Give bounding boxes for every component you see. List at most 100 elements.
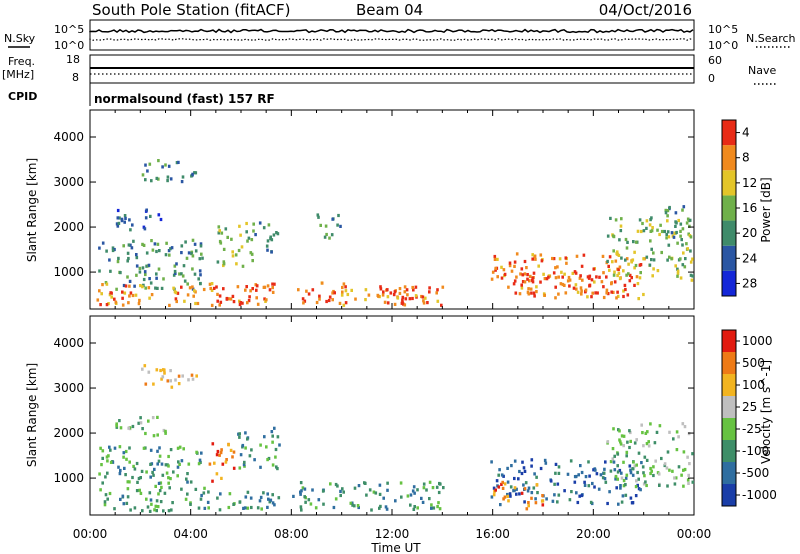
echo-cell	[552, 271, 556, 275]
echo-cell	[613, 468, 617, 472]
echo-cell	[622, 484, 626, 488]
echo-cell	[609, 216, 612, 220]
echo-cell	[676, 274, 679, 278]
echo-cell	[252, 229, 255, 233]
echo-cell	[537, 264, 540, 268]
echo-cell	[123, 214, 127, 218]
echo-cell	[191, 267, 194, 271]
echo-cell	[521, 273, 525, 277]
echo-cell	[627, 262, 630, 266]
echo-cell	[652, 251, 655, 255]
echo-cell	[156, 449, 159, 453]
echo-cell	[342, 303, 346, 307]
echo-cell	[175, 262, 178, 266]
echo-cell	[531, 253, 534, 257]
velocity-plot-frame	[89, 315, 695, 516]
echo-cell	[507, 285, 510, 289]
echo-cell	[123, 291, 127, 295]
echo-cell	[121, 296, 124, 300]
echo-cell	[679, 257, 682, 261]
echo-cell	[412, 507, 416, 511]
echo-cell	[625, 257, 629, 261]
echo-cell	[673, 476, 676, 480]
echo-cell	[98, 269, 101, 273]
colorbar-tick-label: -100	[742, 444, 769, 458]
echo-cell	[254, 233, 257, 237]
echo-cell	[620, 476, 624, 480]
echo-cell	[259, 495, 263, 499]
echo-cell	[342, 490, 345, 494]
echo-cell	[238, 224, 241, 228]
echo-cell	[677, 465, 681, 469]
echo-cell	[170, 508, 173, 512]
echo-cell	[249, 289, 252, 293]
echo-cell	[527, 504, 530, 508]
echo-cell	[681, 227, 685, 231]
echo-cell	[131, 475, 134, 480]
echo-cell	[549, 479, 553, 483]
echo-cell	[573, 475, 577, 479]
echo-cell	[510, 464, 513, 468]
echo-cell	[529, 274, 532, 278]
echo-cell	[411, 285, 414, 290]
echo-cell	[496, 275, 499, 279]
echo-cell	[570, 490, 573, 494]
echo-cell	[612, 234, 615, 238]
colorbar-tick-label: 4	[742, 126, 750, 140]
echo-cell	[620, 434, 624, 438]
echo-cell	[135, 273, 138, 277]
colorbar-tick-label: -1000	[742, 488, 777, 502]
colorbar-segment	[722, 195, 736, 221]
echo-cell	[111, 248, 115, 253]
echo-cell	[262, 491, 265, 495]
echo-cell	[242, 463, 246, 467]
x-tick-label: 04:00	[173, 527, 208, 541]
echo-cell	[149, 281, 153, 285]
echo-cell	[668, 255, 671, 259]
echo-cell	[523, 259, 527, 264]
echo-cell	[113, 247, 116, 252]
echo-cell	[148, 162, 152, 166]
echo-cell	[304, 500, 307, 504]
colorbar-segment	[722, 418, 736, 440]
echo-cell	[99, 303, 102, 307]
echo-cell	[165, 241, 168, 245]
echo-cell	[113, 507, 116, 511]
echo-cell	[270, 430, 274, 434]
echo-cell	[664, 211, 668, 215]
echo-cell	[346, 292, 350, 297]
echo-cell	[146, 169, 149, 173]
echo-cell	[689, 235, 693, 239]
echo-cell	[495, 479, 499, 483]
echo-cell	[383, 300, 387, 304]
echo-cell	[241, 264, 245, 268]
echo-cell	[374, 491, 378, 495]
echo-cell	[573, 480, 577, 484]
echo-cell	[422, 301, 426, 305]
echo-cell	[523, 280, 527, 284]
echo-cell	[563, 272, 566, 276]
echo-cell	[176, 291, 180, 295]
x-tick-label: 00:00	[73, 527, 108, 541]
echo-cell	[168, 303, 171, 307]
echo-cell	[151, 416, 155, 420]
echo-cell	[616, 477, 619, 481]
echo-cell	[543, 293, 546, 297]
echo-cell	[210, 288, 214, 292]
echo-cell	[133, 467, 137, 471]
echo-cell	[594, 291, 597, 295]
echo-cell	[99, 488, 102, 492]
echo-cell	[141, 427, 144, 431]
echo-cell	[246, 437, 249, 441]
echo-cell	[534, 501, 538, 505]
echo-cell	[497, 473, 500, 477]
echo-cell	[642, 444, 645, 448]
colorbar-frame	[721, 329, 737, 507]
echo-cell	[620, 256, 623, 260]
echo-cell	[491, 270, 495, 274]
echo-cell	[406, 494, 410, 498]
echo-cell	[189, 502, 192, 506]
echo-cell	[349, 501, 353, 505]
echo-cell	[344, 301, 348, 305]
echo-cell	[255, 296, 258, 300]
